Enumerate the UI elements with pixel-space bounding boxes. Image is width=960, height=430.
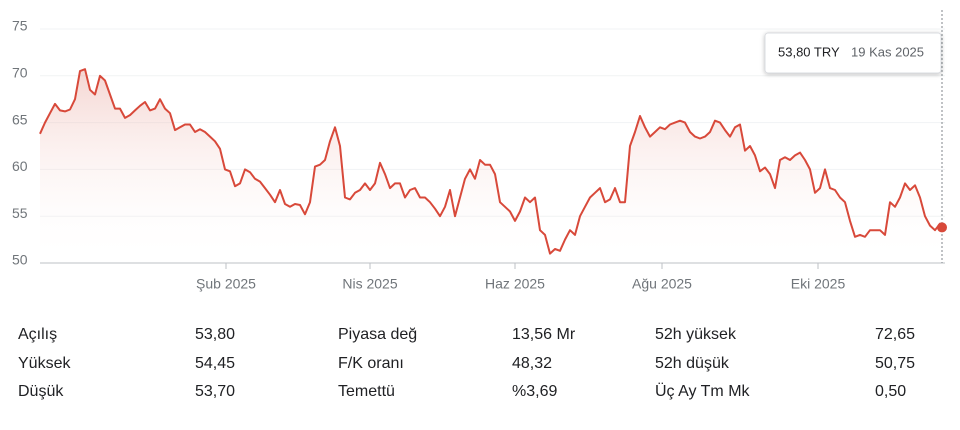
tooltip-price: 53,80 TRY [778, 44, 840, 59]
x-tick-label: Şub 2025 [196, 276, 256, 292]
stat-label: Açılış [18, 326, 58, 343]
stat-value: 48,32 [512, 355, 553, 372]
y-tick-label: 75 [12, 18, 28, 34]
y-tick-label: 50 [12, 252, 28, 268]
stat-value: 13,56 Mr [512, 326, 576, 343]
stat-value: 50,75 [875, 355, 916, 372]
stat-value: 54,45 [195, 355, 236, 372]
stat-label: 52h yüksek [655, 326, 736, 343]
stat-value: 53,80 [195, 326, 236, 343]
stat-value: 53,70 [195, 383, 236, 400]
stat-value: 0,50 [875, 383, 907, 400]
y-tick-label: 60 [12, 158, 28, 174]
y-tick-label: 65 [12, 111, 28, 127]
stat-value: %3,69 [512, 383, 558, 400]
stat-label: F/K oranı [338, 355, 404, 372]
stat-label: Yüksek [18, 355, 71, 372]
tooltip: 53,80 TRY 19 Kas 2025 [764, 32, 942, 74]
stat-label: Temettü [338, 383, 395, 400]
tooltip-date: 19 Kas 2025 [851, 44, 924, 59]
x-tick-label: Nis 2025 [342, 276, 397, 292]
stat-label: Piyasa değ [338, 326, 418, 343]
x-tick-label: Ağu 2025 [632, 276, 692, 292]
tooltip-box [764, 32, 942, 74]
chart: 50 55 60 65 70 75 Şub 2025 Nis 2025 Haz 2025 Ağu … [12, 10, 947, 292]
area [40, 69, 945, 263]
stat-value: 72,65 [875, 326, 916, 343]
y-tick-label: 55 [12, 205, 28, 221]
y-tick-label: 70 [12, 65, 28, 81]
stat-label: Düşük [18, 383, 64, 400]
x-tick-label: Haz 2025 [485, 276, 545, 292]
price-line [39, 68, 946, 255]
stat-label: Üç Ay Tm Mk [655, 383, 750, 400]
last-point [937, 222, 947, 233]
x-tick-label: Eki 2025 [791, 276, 846, 292]
stat-label: 52h düşük [655, 355, 729, 372]
